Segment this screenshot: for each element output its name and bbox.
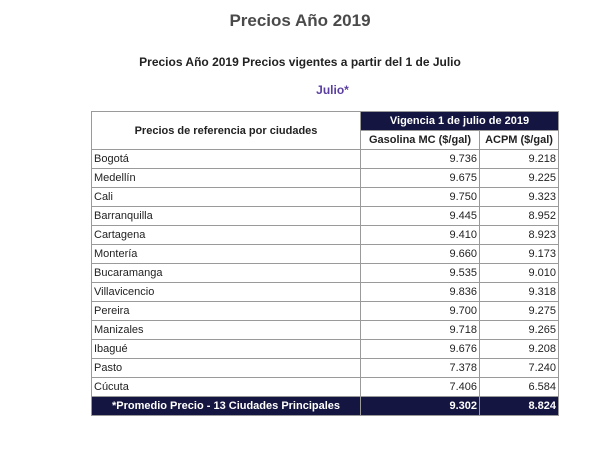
table-row: Cúcuta 7.406 6.584 xyxy=(91,377,559,397)
header-gasoline: Gasolina MC ($/gal) xyxy=(360,130,480,150)
gasoline-cell: 9.750 xyxy=(360,187,480,207)
table-row: Bucaramanga 9.535 9.010 xyxy=(91,263,559,283)
city-cell: Cartagena xyxy=(91,225,361,245)
acpm-cell: 9.275 xyxy=(479,301,559,321)
header-acpm: ACPM ($/gal) xyxy=(479,130,559,150)
table-row: Barranquilla 9.445 8.952 xyxy=(91,206,559,226)
city-cell: Pasto xyxy=(91,358,361,378)
average-acpm: 8.824 xyxy=(479,396,559,416)
gasoline-cell: 7.378 xyxy=(360,358,480,378)
acpm-cell: 9.208 xyxy=(479,339,559,359)
gasoline-cell: 9.836 xyxy=(360,282,480,302)
city-cell: Bogotá xyxy=(91,149,361,169)
page-subtitle: Precios Año 2019 Precios vigentes a part… xyxy=(139,55,461,69)
acpm-cell: 9.218 xyxy=(479,149,559,169)
gasoline-cell: 9.660 xyxy=(360,244,480,264)
gasoline-cell: 9.410 xyxy=(360,225,480,245)
city-cell: Cúcuta xyxy=(91,377,361,397)
price-table: Precios de referencia por ciudades Vigen… xyxy=(91,111,559,416)
acpm-cell: 9.010 xyxy=(479,263,559,283)
table-row: Cartagena 9.410 8.923 xyxy=(91,225,559,245)
table-row: Cali 9.750 9.323 xyxy=(91,187,559,207)
header-city: Precios de referencia por ciudades xyxy=(91,111,361,150)
acpm-cell: 9.225 xyxy=(479,168,559,188)
acpm-cell: 9.265 xyxy=(479,320,559,340)
average-label: *Promedio Precio - 13 Ciudades Principal… xyxy=(91,396,361,416)
month-label: Julio* xyxy=(316,83,349,97)
city-cell: Cali xyxy=(91,187,361,207)
gasoline-cell: 9.445 xyxy=(360,206,480,226)
gasoline-cell: 7.406 xyxy=(360,377,480,397)
average-gasoline: 9.302 xyxy=(360,396,480,416)
gasoline-cell: 9.675 xyxy=(360,168,480,188)
acpm-cell: 7.240 xyxy=(479,358,559,378)
table-row: Bogotá 9.736 9.218 xyxy=(91,149,559,169)
acpm-cell: 9.323 xyxy=(479,187,559,207)
acpm-cell: 9.173 xyxy=(479,244,559,264)
acpm-cell: 9.318 xyxy=(479,282,559,302)
page-title: Precios Año 2019 xyxy=(229,11,371,30)
acpm-cell: 8.923 xyxy=(479,225,559,245)
gasoline-cell: 9.676 xyxy=(360,339,480,359)
header-validity: Vigencia 1 de julio de 2019 xyxy=(360,111,559,131)
city-cell: Medellín xyxy=(91,168,361,188)
city-cell: Barranquilla xyxy=(91,206,361,226)
table-row: Montería 9.660 9.173 xyxy=(91,244,559,264)
table-row: Pasto 7.378 7.240 xyxy=(91,358,559,378)
city-cell: Montería xyxy=(91,244,361,264)
city-cell: Pereira xyxy=(91,301,361,321)
gasoline-cell: 9.736 xyxy=(360,149,480,169)
gasoline-cell: 9.718 xyxy=(360,320,480,340)
city-cell: Bucaramanga xyxy=(91,263,361,283)
gasoline-cell: 9.700 xyxy=(360,301,480,321)
table-row: Manizales 9.718 9.265 xyxy=(91,320,559,340)
acpm-cell: 6.584 xyxy=(479,377,559,397)
gasoline-cell: 9.535 xyxy=(360,263,480,283)
city-cell: Ibagué xyxy=(91,339,361,359)
table-row: Villavicencio 9.836 9.318 xyxy=(91,282,559,302)
table-row: Ibagué 9.676 9.208 xyxy=(91,339,559,359)
table-row: Pereira 9.700 9.275 xyxy=(91,301,559,321)
acpm-cell: 8.952 xyxy=(479,206,559,226)
table-body: Bogotá 9.736 9.218 Medellín 9.675 9.225 Cali 9.… xyxy=(91,149,559,397)
table-row: Medellín 9.675 9.225 xyxy=(91,168,559,188)
city-cell: Villavicencio xyxy=(91,282,361,302)
average-row: *Promedio Precio - 13 Ciudades Principal… xyxy=(91,396,559,416)
city-cell: Manizales xyxy=(91,320,361,340)
